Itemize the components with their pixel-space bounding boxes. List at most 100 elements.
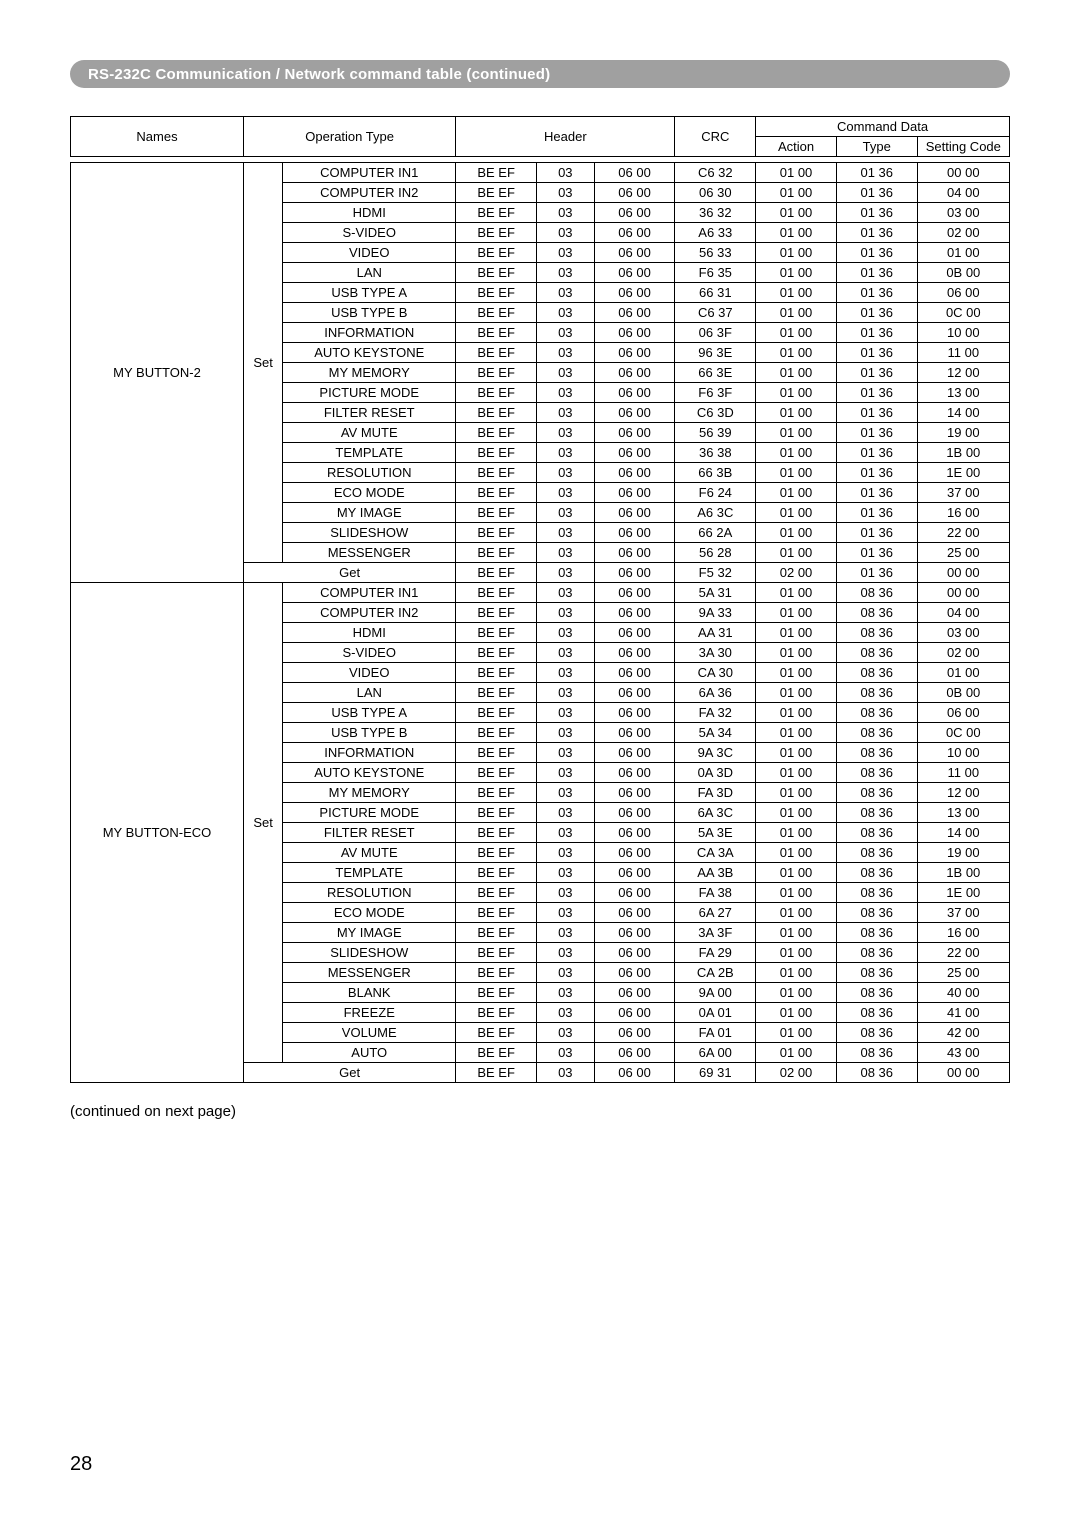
crc-cell: 66 3E: [675, 363, 756, 383]
action-cell: 01 00: [756, 923, 837, 943]
h3-cell: 06 00: [594, 883, 675, 903]
type-cell: 01 36: [836, 563, 917, 583]
setting-cell: 12 00: [917, 363, 1009, 383]
h1-cell: BE EF: [456, 363, 537, 383]
h1-cell: BE EF: [456, 823, 537, 843]
setting-cell: 22 00: [917, 523, 1009, 543]
setting-cell: 10 00: [917, 323, 1009, 343]
h3-cell: 06 00: [594, 463, 675, 483]
type-cell: 08 36: [836, 963, 917, 983]
h1-cell: BE EF: [456, 503, 537, 523]
type-cell: 08 36: [836, 823, 917, 843]
h1-cell: BE EF: [456, 1003, 537, 1023]
type-cell: 08 36: [836, 723, 917, 743]
type-cell: 01 36: [836, 283, 917, 303]
action-cell: 02 00: [756, 563, 837, 583]
op-label-cell: FREEZE: [283, 1003, 456, 1023]
crc-cell: A6 33: [675, 223, 756, 243]
op-label-cell: TEMPLATE: [283, 863, 456, 883]
op-label-cell: RESOLUTION: [283, 463, 456, 483]
setting-cell: 19 00: [917, 843, 1009, 863]
setting-cell: 0B 00: [917, 683, 1009, 703]
op-label-cell: MESSENGER: [283, 543, 456, 563]
h2-cell: 03: [536, 963, 594, 983]
name-cell: MY BUTTON-2: [71, 163, 244, 583]
crc-cell: 56 39: [675, 423, 756, 443]
h1-cell: BE EF: [456, 863, 537, 883]
type-cell: 01 36: [836, 443, 917, 463]
type-cell: 08 36: [836, 1063, 917, 1083]
h1-cell: BE EF: [456, 923, 537, 943]
h1-cell: BE EF: [456, 623, 537, 643]
setting-cell: 25 00: [917, 963, 1009, 983]
h1-cell: BE EF: [456, 983, 537, 1003]
h2-cell: 03: [536, 663, 594, 683]
op-label-cell: AUTO KEYSTONE: [283, 343, 456, 363]
op-label-cell: RESOLUTION: [283, 883, 456, 903]
type-cell: 01 36: [836, 303, 917, 323]
op-cell: Get: [244, 563, 456, 583]
h2-cell: 03: [536, 463, 594, 483]
crc-cell: C6 3D: [675, 403, 756, 423]
h1-cell: BE EF: [456, 243, 537, 263]
action-cell: 01 00: [756, 663, 837, 683]
op-label-cell: MY MEMORY: [283, 363, 456, 383]
op-label-cell: MESSENGER: [283, 963, 456, 983]
type-cell: 08 36: [836, 1023, 917, 1043]
h2-cell: 03: [536, 443, 594, 463]
h1-cell: BE EF: [456, 783, 537, 803]
h2-cell: 03: [536, 323, 594, 343]
h2-cell: 03: [536, 1063, 594, 1083]
h1-cell: BE EF: [456, 583, 537, 603]
h2-cell: 03: [536, 303, 594, 323]
h2-cell: 03: [536, 343, 594, 363]
h3-cell: 06 00: [594, 363, 675, 383]
h3-cell: 06 00: [594, 1063, 675, 1083]
h1-cell: BE EF: [456, 463, 537, 483]
h3-cell: 06 00: [594, 563, 675, 583]
type-cell: 01 36: [836, 383, 917, 403]
h1-cell: BE EF: [456, 483, 537, 503]
h2-cell: 03: [536, 483, 594, 503]
h3-cell: 06 00: [594, 223, 675, 243]
crc-cell: 66 3B: [675, 463, 756, 483]
op-label-cell: COMPUTER IN2: [283, 183, 456, 203]
op-cell: Set: [244, 583, 283, 1063]
page-number: 28: [70, 1453, 92, 1476]
setting-cell: 10 00: [917, 743, 1009, 763]
setting-cell: 06 00: [917, 703, 1009, 723]
crc-cell: 66 31: [675, 283, 756, 303]
h3-cell: 06 00: [594, 403, 675, 423]
crc-cell: 6A 36: [675, 683, 756, 703]
crc-cell: F6 3F: [675, 383, 756, 403]
setting-cell: 04 00: [917, 183, 1009, 203]
setting-cell: 00 00: [917, 163, 1009, 183]
action-cell: 01 00: [756, 623, 837, 643]
action-cell: 01 00: [756, 463, 837, 483]
h1-cell: BE EF: [456, 603, 537, 623]
h3-cell: 06 00: [594, 923, 675, 943]
h2-cell: 03: [536, 1043, 594, 1063]
h3-cell: 06 00: [594, 963, 675, 983]
crc-cell: 6A 3C: [675, 803, 756, 823]
crc-cell: A6 3C: [675, 503, 756, 523]
crc-cell: 3A 3F: [675, 923, 756, 943]
action-cell: 01 00: [756, 743, 837, 763]
th-type: Type: [836, 137, 917, 157]
setting-cell: 43 00: [917, 1043, 1009, 1063]
action-cell: 01 00: [756, 203, 837, 223]
action-cell: 01 00: [756, 1003, 837, 1023]
crc-cell: 56 33: [675, 243, 756, 263]
type-cell: 01 36: [836, 463, 917, 483]
action-cell: 01 00: [756, 963, 837, 983]
crc-cell: FA 3D: [675, 783, 756, 803]
type-cell: 08 36: [836, 583, 917, 603]
h1-cell: BE EF: [456, 843, 537, 863]
action-cell: 01 00: [756, 423, 837, 443]
footer-note: (continued on next page): [70, 1103, 1010, 1120]
action-cell: 01 00: [756, 383, 837, 403]
crc-cell: 6A 00: [675, 1043, 756, 1063]
action-cell: 01 00: [756, 323, 837, 343]
h3-cell: 06 00: [594, 643, 675, 663]
op-label-cell: INFORMATION: [283, 743, 456, 763]
